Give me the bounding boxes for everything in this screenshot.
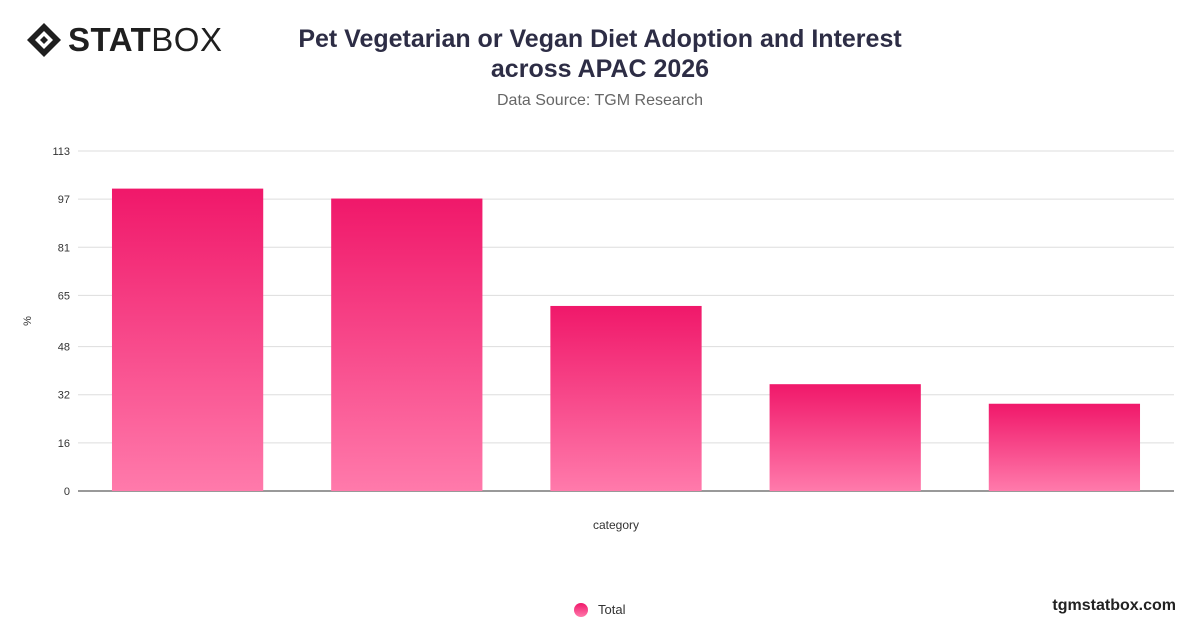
chart-title: Pet Vegetarian or Vegan Diet Adoption an… [250, 24, 950, 84]
logo-text-regular: BOX [151, 21, 223, 58]
bar [988, 403, 1141, 491]
legend-marker [574, 602, 588, 617]
diamond-logo-icon [27, 23, 61, 57]
legend-label-total: Total [598, 602, 626, 617]
y-tick-label: 32 [58, 390, 70, 402]
y-tick-label: 113 [52, 146, 70, 158]
y-tick-label: 0 [64, 486, 70, 498]
bar [769, 384, 921, 491]
bar [111, 188, 264, 491]
bar-chart: 0 16 32 48 65 81 97 113 category% [22, 146, 1174, 532]
chart-subtitle: Data Source: TGM Research [496, 92, 703, 109]
y-axis-label: % [22, 316, 34, 326]
bar [331, 198, 483, 491]
x-axis-label: category [593, 518, 639, 532]
y-tick-label: 97 [58, 194, 70, 206]
legend[interactable]: Total [574, 602, 625, 617]
y-tick-label: 16 [58, 438, 70, 450]
y-tick-label: 65 [58, 290, 70, 302]
logo-text-bold: STAT [68, 21, 152, 58]
chart-title-line-2: across APAC 2026 [490, 55, 710, 83]
footer-site: tgmstatbox.com [1052, 597, 1176, 614]
y-tick-label: 48 [58, 342, 70, 354]
brand-logo: STATBOX [26, 22, 222, 58]
bar [550, 305, 702, 491]
chart-title-line-1: Pet Vegetarian or Vegan Diet Adoption an… [298, 25, 902, 53]
y-tick-label: 81 [58, 242, 70, 254]
